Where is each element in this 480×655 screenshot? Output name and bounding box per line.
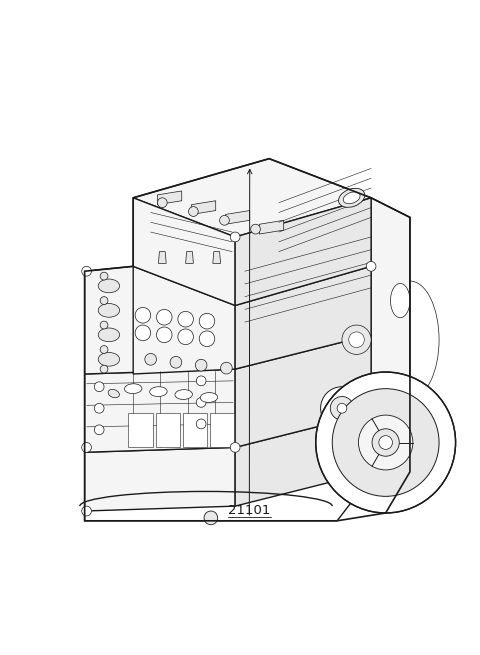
Circle shape [199, 331, 215, 346]
Ellipse shape [175, 390, 192, 400]
Polygon shape [235, 335, 371, 447]
Polygon shape [133, 198, 235, 305]
Text: 21101: 21101 [228, 504, 271, 517]
Circle shape [178, 329, 193, 345]
Circle shape [251, 224, 260, 234]
Circle shape [156, 309, 172, 325]
Polygon shape [84, 369, 235, 453]
Circle shape [196, 398, 206, 407]
Circle shape [82, 443, 91, 453]
Ellipse shape [338, 188, 365, 208]
Polygon shape [128, 413, 153, 447]
Polygon shape [157, 191, 182, 204]
Circle shape [135, 325, 151, 341]
Circle shape [220, 215, 229, 225]
Circle shape [332, 388, 439, 496]
Circle shape [196, 376, 206, 386]
Circle shape [157, 198, 167, 208]
Polygon shape [235, 267, 371, 369]
Circle shape [145, 354, 156, 365]
Circle shape [342, 325, 371, 354]
Circle shape [379, 436, 393, 449]
Circle shape [196, 419, 206, 429]
Polygon shape [371, 198, 410, 472]
Circle shape [366, 467, 376, 477]
Circle shape [170, 356, 182, 368]
Polygon shape [84, 267, 235, 374]
Circle shape [189, 206, 198, 216]
Circle shape [135, 307, 151, 323]
Circle shape [195, 360, 207, 371]
Ellipse shape [124, 384, 142, 394]
Circle shape [366, 261, 376, 271]
Polygon shape [186, 252, 193, 263]
Polygon shape [133, 159, 371, 237]
Polygon shape [158, 252, 166, 263]
Polygon shape [156, 413, 180, 447]
Circle shape [337, 403, 347, 413]
Circle shape [100, 346, 108, 354]
Polygon shape [133, 267, 235, 374]
Circle shape [330, 396, 354, 420]
Circle shape [230, 232, 240, 242]
Circle shape [199, 313, 215, 329]
Circle shape [156, 327, 172, 343]
Circle shape [95, 382, 104, 392]
Ellipse shape [200, 392, 217, 402]
Ellipse shape [391, 284, 410, 318]
Circle shape [100, 297, 108, 305]
Circle shape [82, 506, 91, 516]
Circle shape [178, 311, 193, 327]
Circle shape [349, 332, 364, 348]
Polygon shape [183, 413, 207, 447]
Circle shape [204, 511, 217, 525]
Polygon shape [84, 447, 235, 511]
Circle shape [100, 272, 108, 280]
Circle shape [100, 365, 108, 373]
Ellipse shape [108, 389, 120, 398]
Circle shape [95, 403, 104, 413]
Circle shape [321, 386, 363, 430]
Ellipse shape [343, 192, 360, 204]
Polygon shape [226, 210, 250, 224]
Polygon shape [192, 200, 216, 214]
Ellipse shape [150, 386, 167, 396]
Polygon shape [259, 220, 284, 234]
Circle shape [230, 443, 240, 453]
Circle shape [95, 425, 104, 435]
Ellipse shape [98, 352, 120, 366]
Circle shape [100, 321, 108, 329]
Ellipse shape [98, 303, 120, 317]
Circle shape [372, 429, 399, 457]
Circle shape [359, 415, 413, 470]
Circle shape [393, 390, 408, 406]
Polygon shape [235, 198, 371, 305]
Ellipse shape [98, 279, 120, 293]
Polygon shape [235, 413, 371, 506]
Circle shape [316, 372, 456, 513]
Circle shape [82, 267, 91, 276]
Circle shape [221, 362, 232, 374]
Polygon shape [210, 413, 234, 447]
Ellipse shape [98, 328, 120, 342]
Polygon shape [213, 252, 221, 263]
Circle shape [396, 408, 405, 418]
